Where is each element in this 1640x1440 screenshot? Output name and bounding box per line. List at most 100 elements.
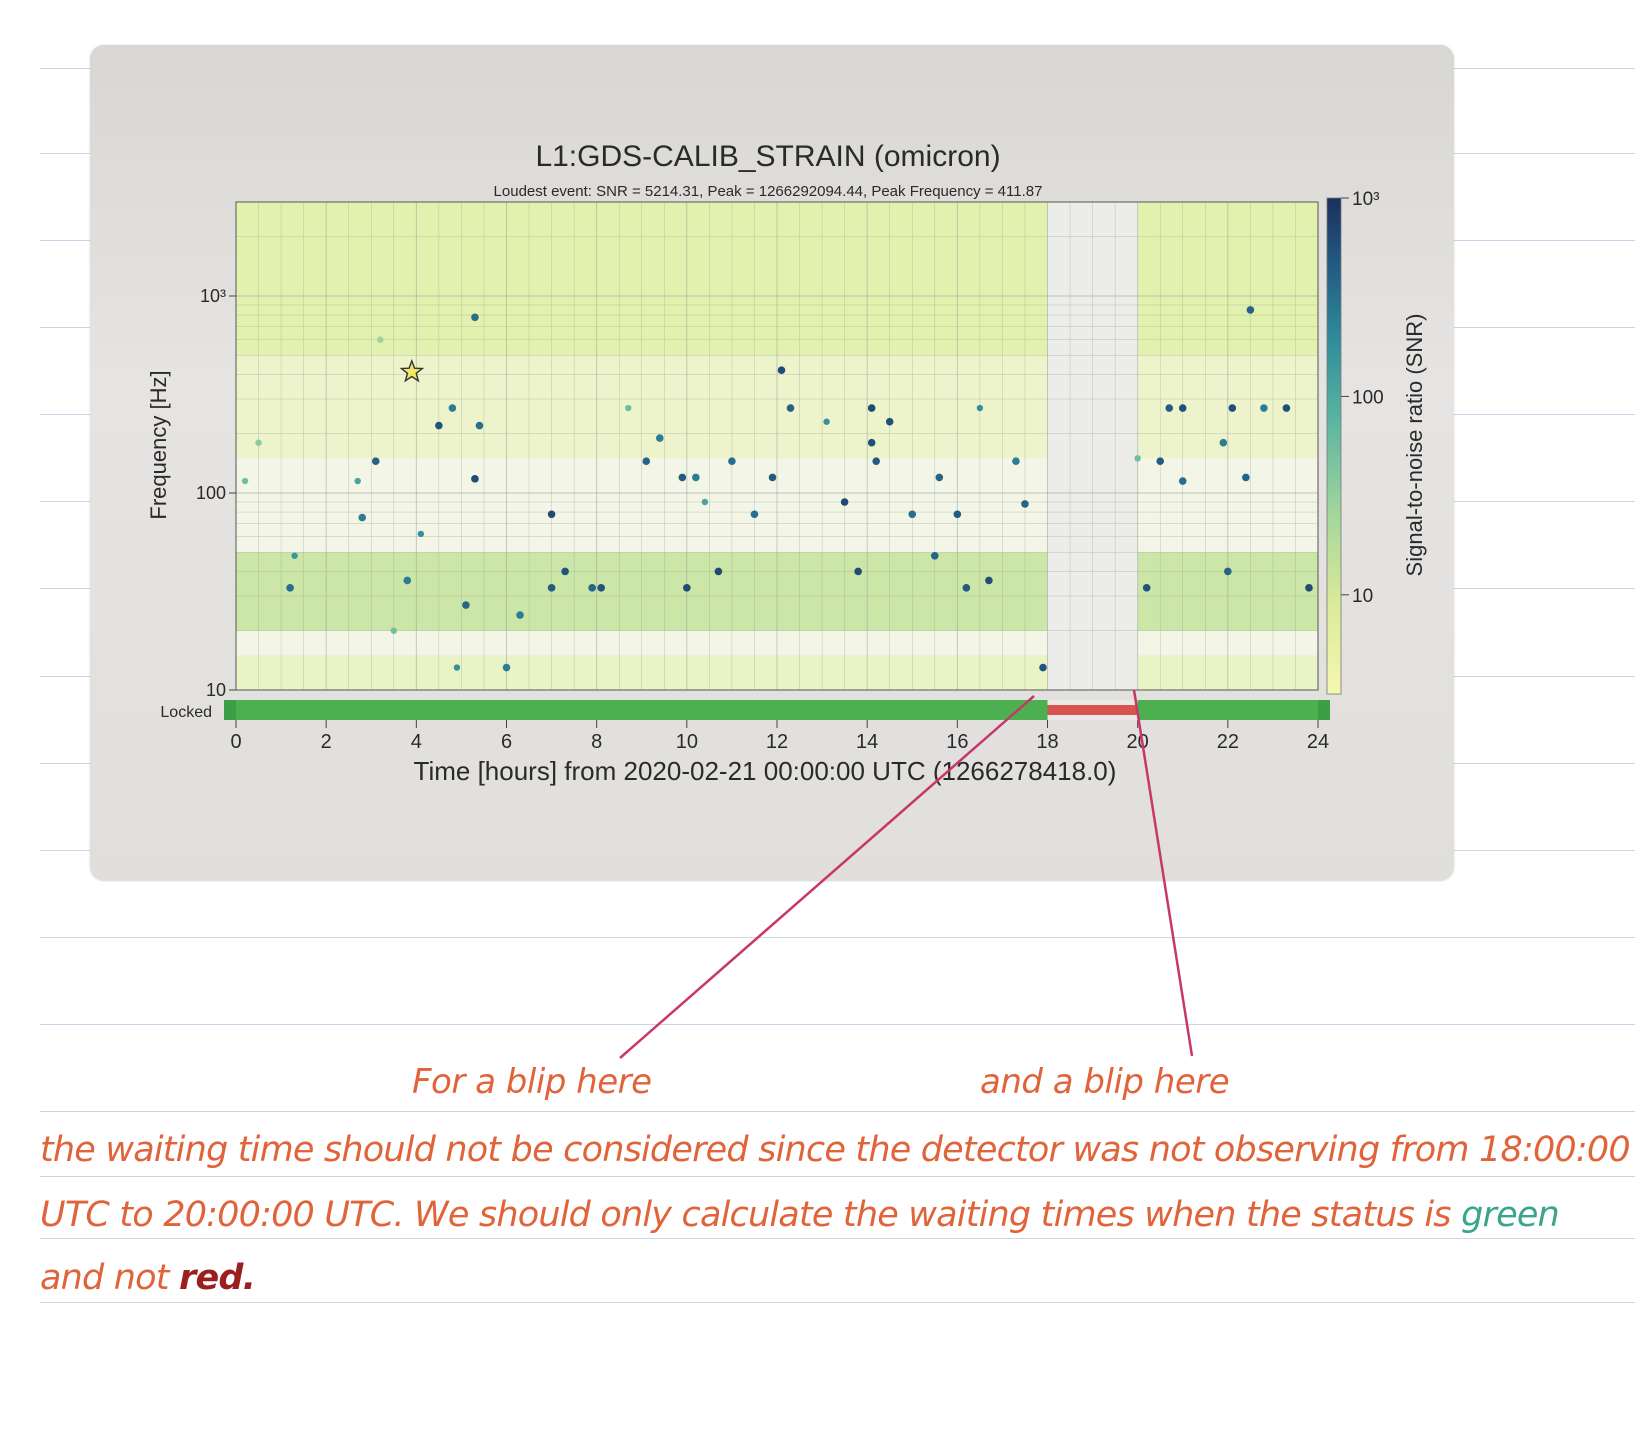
- x-tick-label: 14: [856, 731, 878, 753]
- chart-subtitle: Loudest event: SNR = 5214.31, Peak = 126…: [494, 183, 1043, 200]
- ruled-line: [40, 1024, 1635, 1025]
- event-point: [985, 576, 993, 585]
- event-point: [935, 473, 944, 482]
- colorbar-tick-label: 100: [1352, 387, 1384, 408]
- event-point: [448, 404, 457, 412]
- event-point: [962, 584, 971, 592]
- event-point: [786, 404, 795, 412]
- event-point: [867, 404, 876, 412]
- event-point: [768, 473, 777, 482]
- grid-lines: [236, 202, 1318, 690]
- event-point: [435, 421, 443, 430]
- event-point: [777, 366, 786, 375]
- event-point: [502, 663, 511, 672]
- event-point: [462, 601, 470, 609]
- event-point: [588, 584, 596, 592]
- x-axis-label: Time [hours] from 2020-02-21 00:00:00 UT…: [414, 756, 1117, 786]
- x-tick-label: 4: [411, 731, 422, 753]
- event-point: [1156, 457, 1165, 466]
- event-point: [286, 584, 294, 592]
- event-point: [241, 477, 249, 485]
- event-point: [1021, 500, 1029, 508]
- event-point: [547, 584, 556, 592]
- plot-frame: [235, 201, 1319, 691]
- x-tick-label: 20: [1127, 731, 1149, 753]
- segment-locked: [1137, 700, 1318, 720]
- event-point: [1282, 404, 1291, 412]
- event-point: [471, 313, 479, 322]
- event-point: [1246, 306, 1255, 314]
- event-point: [390, 627, 397, 634]
- event-point: [1142, 584, 1151, 592]
- ruled-line: [40, 937, 1635, 938]
- event-point: [417, 530, 425, 538]
- event-point: [1165, 404, 1174, 412]
- x-tick-label: 6: [501, 731, 512, 753]
- event-point: [475, 421, 484, 430]
- annotation-second-blip: and a blip here: [980, 1062, 1230, 1102]
- event-point: [291, 552, 298, 559]
- y-axis: 10 100 10³: [196, 286, 236, 700]
- y-tick-label: 10: [206, 680, 226, 700]
- event-point: [750, 510, 759, 519]
- note-line-1-text: the waiting time should not be considere…: [40, 1130, 1631, 1170]
- event-point: [1178, 404, 1187, 412]
- event-point: [701, 498, 709, 506]
- x-tick-label: 24: [1307, 731, 1329, 753]
- ruled-line: [40, 1302, 1635, 1303]
- green-word: green: [1461, 1195, 1560, 1235]
- event-point: [976, 404, 984, 412]
- event-point: [1219, 438, 1228, 447]
- colorbar-axis: 10 100 10³: [1341, 189, 1384, 607]
- pointer-line-second-blip: [1132, 689, 1194, 1057]
- x-tick-label: 12: [766, 731, 788, 753]
- colorbar-label: Signal-to-noise ratio (SNR): [1402, 314, 1427, 577]
- x-axis: 0 2 4 6 8 10 12 14 16 18 20 22 24: [230, 720, 1329, 753]
- segment-bar-label: Locked: [160, 704, 212, 721]
- note-line-2-text: UTC to 20:00:00 UTC. We should only calc…: [40, 1195, 1462, 1235]
- x-tick-label: 10: [676, 731, 698, 753]
- event-point: [692, 473, 700, 482]
- event-point: [872, 457, 880, 466]
- loudest-event-star: [399, 358, 425, 383]
- event-point: [840, 498, 849, 506]
- event-point: [885, 417, 894, 426]
- ruled-line: [40, 1238, 1635, 1239]
- ruled-line: [40, 1111, 1635, 1112]
- segment-bar: [224, 700, 1330, 720]
- event-point: [642, 457, 651, 466]
- segment-not-locked: [1047, 705, 1138, 715]
- event-point: [930, 551, 939, 560]
- colorbar-tick-label: 10: [1352, 586, 1373, 607]
- event-point: [1228, 404, 1237, 412]
- event-point: [516, 611, 524, 619]
- event-point: [625, 404, 632, 412]
- event-point: [1260, 404, 1268, 412]
- event-point: [1039, 663, 1047, 672]
- x-tick-label: 2: [321, 731, 332, 753]
- annotation-first-blip: For a blip here: [412, 1062, 652, 1102]
- y-tick-label: 100: [196, 483, 226, 503]
- colorbar-tick-label: 10³: [1352, 189, 1379, 210]
- segment-locked: [236, 700, 1048, 720]
- event-point: [823, 418, 830, 425]
- x-tick-label: 16: [946, 731, 968, 753]
- x-tick-label: 18: [1036, 731, 1058, 753]
- event-point: [597, 584, 605, 592]
- event-points: [241, 306, 1313, 672]
- event-point: [655, 434, 664, 442]
- note-line-3: and not red.: [40, 1258, 256, 1298]
- event-point: [1242, 473, 1250, 482]
- event-point: [1178, 477, 1187, 485]
- event-point: [358, 513, 367, 522]
- note-line-2: UTC to 20:00:00 UTC. We should only calc…: [40, 1195, 1560, 1235]
- event-point: [561, 567, 569, 576]
- event-point: [547, 510, 556, 519]
- event-point: [1305, 584, 1313, 592]
- red-word: red.: [179, 1258, 256, 1298]
- event-point: [403, 576, 412, 585]
- event-point: [953, 510, 962, 519]
- event-point: [1012, 457, 1020, 466]
- pointer-line-first-blip: [619, 695, 1035, 1059]
